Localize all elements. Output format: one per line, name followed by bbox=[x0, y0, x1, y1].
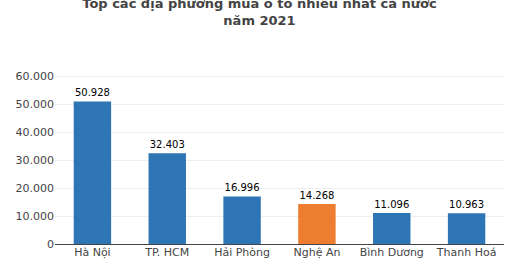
svg-text:14.268: 14.268 bbox=[299, 190, 334, 201]
svg-text:Nghệ An: Nghệ An bbox=[293, 246, 340, 259]
svg-text:Bình Dương: Bình Dương bbox=[360, 246, 424, 259]
svg-text:10.963: 10.963 bbox=[449, 199, 484, 210]
svg-text:TP. HCM: TP. HCM bbox=[144, 246, 189, 259]
svg-text:32.403: 32.403 bbox=[150, 139, 185, 150]
svg-text:Top các địa phương mua ô tô nh: Top các địa phương mua ô tô nhiều nhất c… bbox=[82, 0, 436, 28]
svg-text:50.928: 50.928 bbox=[75, 87, 110, 98]
svg-text:60.000: 60.000 bbox=[16, 70, 55, 83]
svg-text:Hà Nội: Hà Nội bbox=[74, 246, 111, 259]
svg-text:20.000: 20.000 bbox=[16, 182, 55, 195]
svg-text:Thanh Hoá: Thanh Hoá bbox=[436, 246, 497, 259]
svg-text:Hải Phòng: Hải Phòng bbox=[214, 246, 270, 259]
svg-text:30.000: 30.000 bbox=[16, 154, 55, 167]
svg-text:16.996: 16.996 bbox=[225, 182, 260, 193]
svg-text:40.000: 40.000 bbox=[16, 126, 55, 139]
svg-text:11.096: 11.096 bbox=[374, 199, 409, 210]
svg-text:50.000: 50.000 bbox=[16, 98, 55, 111]
svg-text:0: 0 bbox=[47, 238, 54, 251]
svg-text:10.000: 10.000 bbox=[16, 210, 55, 223]
